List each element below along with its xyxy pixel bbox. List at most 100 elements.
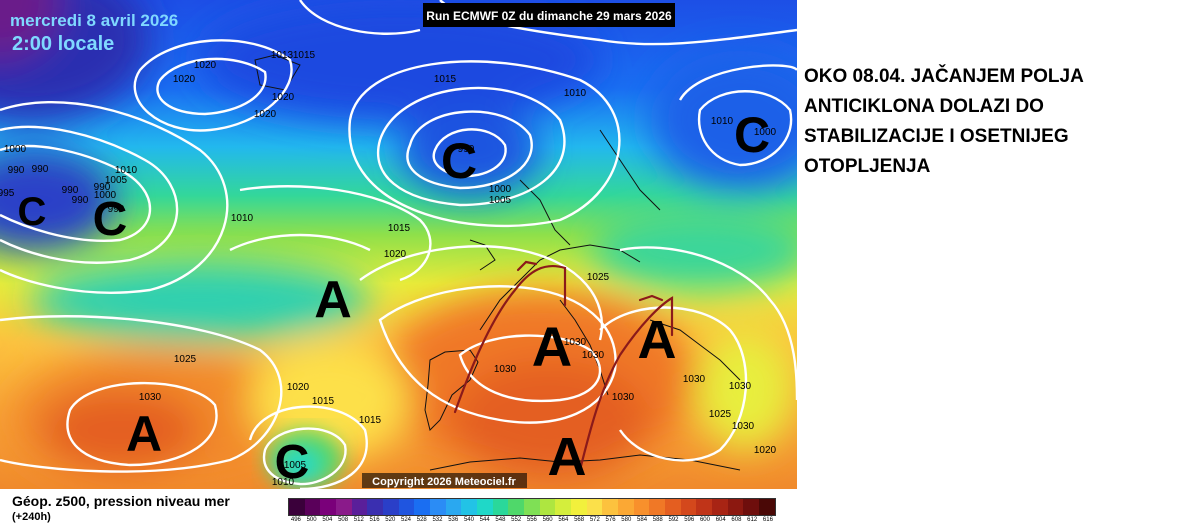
scale-swatch	[336, 499, 352, 515]
isobar-label: 1020	[384, 249, 407, 260]
scale-swatch	[680, 499, 697, 515]
arrow-head	[638, 294, 664, 302]
isobar-label: 990	[8, 165, 25, 176]
isobar-label: 1025	[174, 354, 197, 365]
scale-swatch	[759, 499, 775, 515]
scale-swatch	[367, 499, 384, 515]
low-pressure-label: C	[93, 193, 128, 246]
isobar-label: 1030	[732, 421, 755, 432]
isobar-label: 1000	[94, 190, 117, 201]
isobar-label: 990	[108, 204, 125, 215]
forecast-date: mercredi 8 avril 2026	[10, 11, 178, 30]
scale-swatch	[727, 499, 744, 515]
isobar-label: 1020	[173, 74, 196, 85]
isobar-label: 1020	[754, 445, 777, 456]
warm-advection-arrows	[453, 260, 674, 472]
scale-label: 584	[637, 517, 648, 523]
isobar-label: 1000	[754, 127, 777, 138]
scale-swatch	[649, 499, 666, 515]
scale-swatch	[743, 499, 760, 515]
scale-label: 544	[479, 517, 490, 523]
scale-swatch	[508, 499, 525, 515]
isobar-label: 1005	[105, 175, 128, 186]
scale-swatch	[320, 499, 337, 515]
scale-swatch	[602, 499, 619, 515]
isobar-label: 1010	[564, 88, 587, 99]
legend-title: Géop. z500, pression niveau mer	[12, 493, 230, 509]
isobar-label: 1030	[612, 392, 635, 403]
high-pressure-label: A	[548, 427, 587, 487]
caption-line: OKO 08.04. JAČANJEM POLJA	[804, 66, 1084, 87]
isobar-label: 1000	[489, 184, 512, 195]
isobar-label: 995	[0, 188, 15, 199]
isobar-label: 1020	[272, 92, 295, 103]
isobar-label: 1005	[284, 460, 307, 471]
isobar-labels: 1020 1013 1015 1020 1020 1020 1015 1010 …	[0, 50, 777, 488]
isobar-label: 1010	[272, 477, 295, 488]
caption-line: STABILIZACIJE I OSETNIJEG	[804, 126, 1069, 147]
isobar-label: 990	[72, 195, 89, 206]
scale-label: 608	[731, 517, 742, 523]
scale-swatch	[430, 499, 446, 515]
isobar-label: 1030	[494, 364, 517, 375]
scale-label: 552	[511, 517, 522, 523]
isobar-label: 1030	[683, 374, 706, 385]
scale-swatch	[665, 499, 681, 515]
scale-swatch	[304, 499, 321, 515]
scale-label: 548	[495, 517, 506, 523]
scale-swatch	[712, 499, 728, 515]
scale-swatch	[555, 499, 572, 515]
isobar-label: 1015	[293, 50, 316, 61]
isobar-label: 1010	[115, 165, 138, 176]
scale-label: 496	[290, 517, 301, 523]
high-pressure-label: A	[532, 315, 572, 378]
scale-label: 540	[463, 517, 474, 523]
scale-label: 588	[652, 517, 663, 523]
scale-label: 556	[526, 517, 537, 523]
isobar-label: 1030	[564, 337, 587, 348]
scale-label: 604	[715, 517, 726, 523]
low-pressure-label: C	[734, 107, 770, 163]
arrow-path	[453, 264, 567, 414]
isobar-label: 1020	[254, 109, 277, 120]
scale-label: 560	[542, 517, 553, 523]
isobar-label: 1010	[711, 116, 734, 127]
scale-swatch	[289, 499, 305, 515]
forecast-caption: OKO 08.04. JAČANJEM POLJA ANTICIKLONA DO…	[804, 62, 1194, 182]
run-banner	[423, 3, 675, 27]
scale-swatch	[539, 499, 556, 515]
scale-swatch	[414, 499, 431, 515]
isobar-label: 1030	[729, 381, 752, 392]
weather-map: 1020 1013 1015 1020 1020 1020 1015 1010 …	[0, 0, 797, 489]
pressure-systems: C C C C C A A A A A	[18, 107, 771, 489]
scale-label: 532	[432, 517, 443, 523]
scale-label: 600	[699, 517, 710, 523]
scale-label: 524	[401, 517, 412, 523]
scale-label: 580	[621, 517, 632, 523]
isobar-label: 1015	[434, 74, 457, 85]
isobar-label: 990	[32, 164, 49, 175]
scale-swatch	[461, 499, 478, 515]
scale-swatch	[492, 499, 509, 515]
scale-swatch	[618, 499, 634, 515]
legend-subtitle: (+240h)	[12, 511, 51, 523]
forecast-time: 2:00 locale	[12, 33, 114, 55]
high-pressure-label: A	[126, 406, 162, 462]
isobar-label: 1020	[194, 60, 217, 71]
isobar-label: 990	[458, 144, 475, 155]
scale-swatch	[696, 499, 713, 515]
scale-label: 512	[353, 517, 364, 523]
high-pressure-label: A	[314, 271, 352, 329]
scale-label: 596	[684, 517, 695, 523]
color-scale-bar	[288, 498, 776, 516]
high-pressure-label: A	[638, 310, 677, 370]
scale-label: 508	[338, 517, 349, 523]
isobar-label: 1010	[231, 213, 254, 224]
scale-swatch	[383, 499, 399, 515]
scale-swatch	[524, 499, 540, 515]
caption-line: OTOPLJENJA	[804, 156, 931, 177]
scale-label: 576	[605, 517, 616, 523]
isobar-label: 1030	[582, 350, 605, 361]
scale-label: 536	[448, 517, 459, 523]
scale-label: 564	[558, 517, 569, 523]
